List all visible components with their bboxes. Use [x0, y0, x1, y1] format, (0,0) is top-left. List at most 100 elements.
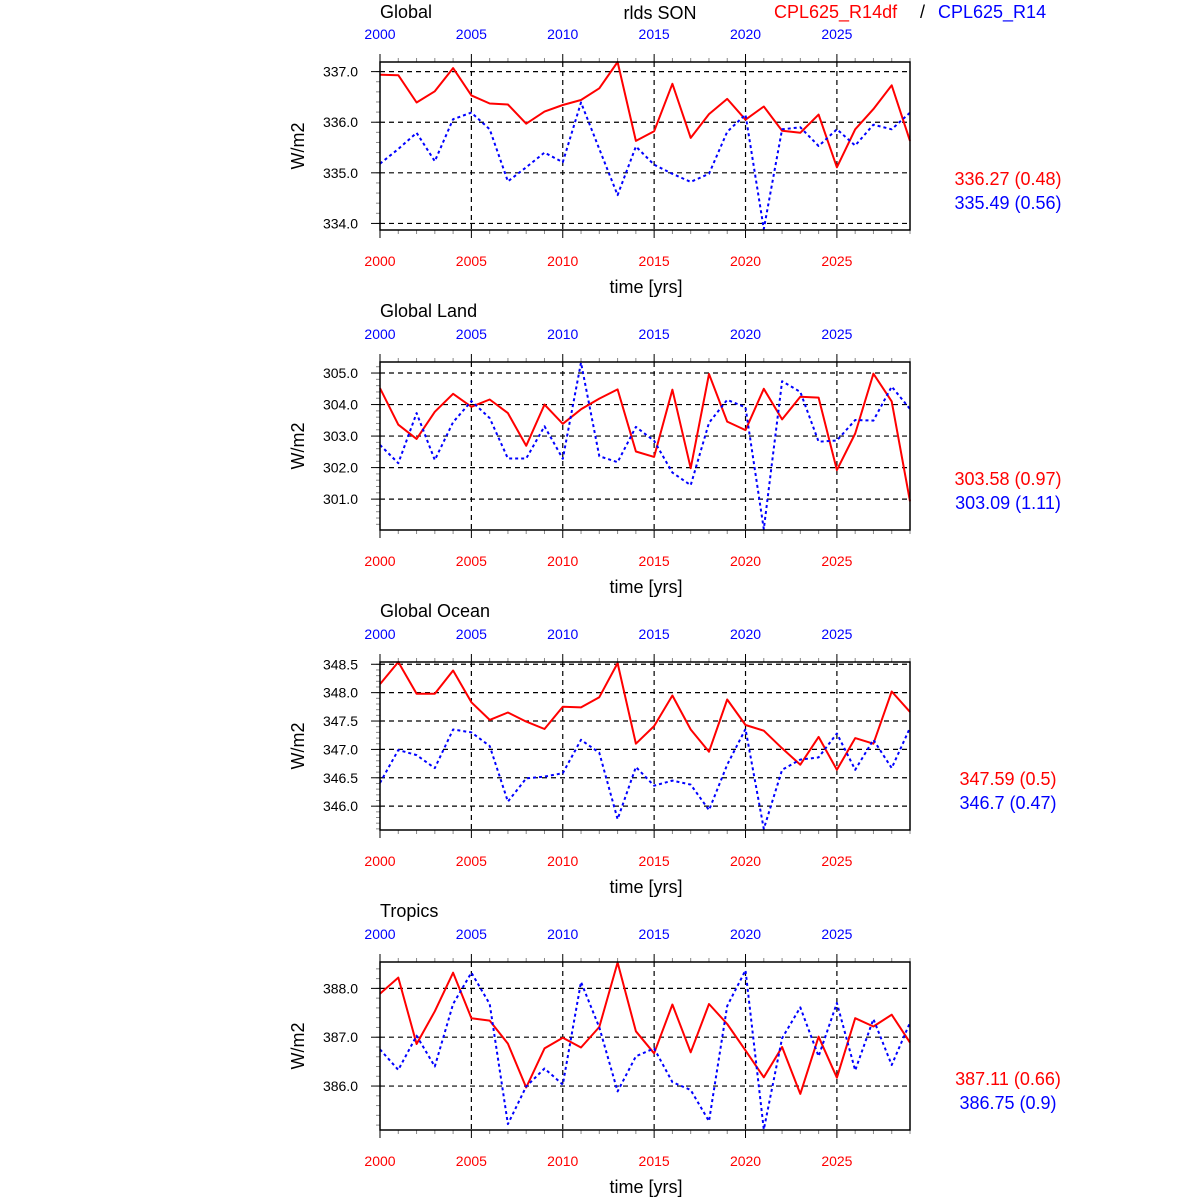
x-tick-label-bottom: 2000 [364, 853, 395, 869]
series-line-a [379, 961, 911, 1095]
series-stat-a: 336.27 (0.48) [954, 169, 1061, 189]
x-tick-label-top: 2000 [364, 626, 395, 642]
plot-frame [379, 61, 911, 231]
y-tick-label: 303.0 [323, 428, 358, 444]
y-tick-label: 334.0 [323, 215, 358, 231]
y-tick-label: 301.0 [323, 491, 358, 507]
plot-frame [379, 661, 911, 831]
panel-title-0: Global [380, 2, 432, 22]
y-tick-label: 346.5 [323, 770, 358, 786]
panel-2: Global Ocean 2000 2000 2005 2005 2010 2010 2015… [288, 601, 1057, 897]
x-tick-label-bottom: 2010 [547, 553, 578, 569]
y-tick-label: 336.0 [323, 114, 358, 130]
y-tick-label: 335.0 [323, 165, 358, 181]
x-tick-label-top: 2025 [821, 326, 852, 342]
x-tick-label-top: 2020 [730, 626, 761, 642]
series-stat-b: 335.49 (0.56) [954, 193, 1061, 213]
legend-series-b: CPL625_R14 [938, 2, 1046, 23]
series-line-a [379, 61, 911, 169]
series-line-b [379, 361, 911, 531]
x-tick-label-top: 2015 [639, 626, 670, 642]
series-stat-b: 386.75 (0.9) [959, 1093, 1056, 1113]
variable-title: rlds SON [623, 3, 696, 23]
x-tick-label-bottom: 2025 [821, 553, 852, 569]
panel-title: Global Land [380, 301, 477, 321]
x-tick-label-bottom: 2020 [730, 253, 761, 269]
x-tick-label-bottom: 2010 [547, 1153, 578, 1169]
y-axis-label: W/m2 [288, 123, 308, 170]
panel-0: 2000 2000 2005 2005 2010 2010 2015 2015 2020 2020… [288, 26, 1062, 297]
x-tick-label-top: 2005 [456, 926, 487, 942]
x-tick-label-top: 2000 [364, 326, 395, 342]
x-tick-label-bottom: 2000 [364, 553, 395, 569]
x-tick-label-top: 2010 [547, 26, 578, 42]
x-tick-label-top: 2010 [547, 926, 578, 942]
x-tick-label-bottom: 2025 [821, 253, 852, 269]
x-tick-label-bottom: 2020 [730, 553, 761, 569]
y-tick-label: 388.0 [323, 980, 358, 996]
y-tick-label: 348.5 [323, 656, 358, 672]
x-tick-label-bottom: 2005 [456, 253, 487, 269]
panel-title: Tropics [380, 901, 438, 921]
x-tick-label-top: 2005 [456, 326, 487, 342]
y-tick-label: 304.0 [323, 397, 358, 413]
y-tick-label: 386.0 [323, 1078, 358, 1094]
x-tick-label-bottom: 2005 [456, 853, 487, 869]
x-tick-label-top: 2020 [730, 26, 761, 42]
x-axis-label: time [yrs] [609, 577, 682, 597]
x-tick-label-bottom: 2005 [456, 1153, 487, 1169]
x-axis-label: time [yrs] [609, 877, 682, 897]
x-axis-label: time [yrs] [609, 277, 682, 297]
y-tick-label: 305.0 [323, 365, 358, 381]
x-tick-label-bottom: 2025 [821, 1153, 852, 1169]
plot-frame [379, 361, 911, 531]
series-stat-a: 303.58 (0.97) [954, 469, 1061, 489]
x-tick-label-top: 2005 [456, 626, 487, 642]
x-tick-label-top: 2020 [730, 326, 761, 342]
x-tick-label-top: 2020 [730, 926, 761, 942]
series-stat-a: 347.59 (0.5) [959, 769, 1056, 789]
series-line-b [379, 101, 911, 230]
panel-3: Tropics 2000 2000 2005 2005 2010 2010 2015 2015 2… [288, 901, 1061, 1197]
x-tick-label-top: 2025 [821, 626, 852, 642]
y-tick-label: 347.5 [323, 713, 358, 729]
y-tick-label: 387.0 [323, 1029, 358, 1045]
x-tick-label-top: 2005 [456, 26, 487, 42]
x-tick-label-bottom: 2000 [364, 253, 395, 269]
x-tick-label-bottom: 2015 [639, 1153, 670, 1169]
legend-separator: / [920, 2, 925, 22]
x-tick-label-bottom: 2015 [639, 853, 670, 869]
panel-title: Global Ocean [380, 601, 490, 621]
series-stat-b: 303.09 (1.11) [955, 493, 1061, 513]
x-tick-label-bottom: 2005 [456, 553, 487, 569]
y-axis-label: W/m2 [288, 723, 308, 770]
x-tick-label-bottom: 2015 [639, 553, 670, 569]
x-tick-label-bottom: 2010 [547, 853, 578, 869]
y-tick-label: 347.0 [323, 741, 358, 757]
plot-frame [379, 961, 911, 1131]
y-tick-label: 337.0 [323, 64, 358, 80]
panel-1: Global Land 2000 2000 2005 2005 2010 2010 2015 2… [288, 301, 1062, 597]
x-tick-label-bottom: 2020 [730, 1153, 761, 1169]
y-axis-label: W/m2 [288, 1023, 308, 1070]
series-stat-a: 387.11 (0.66) [955, 1069, 1061, 1089]
series-line-b [379, 727, 911, 830]
x-tick-label-top: 2000 [364, 926, 395, 942]
x-tick-label-top: 2000 [364, 26, 395, 42]
series-line-b [379, 969, 911, 1131]
x-tick-label-top: 2015 [639, 326, 670, 342]
x-tick-label-top: 2025 [821, 926, 852, 942]
x-tick-label-bottom: 2010 [547, 253, 578, 269]
y-axis-label: W/m2 [288, 423, 308, 470]
x-tick-label-top: 2015 [639, 26, 670, 42]
legend-series-a: CPL625_R14df [774, 2, 898, 23]
series-stat-b: 346.7 (0.47) [959, 793, 1056, 813]
x-tick-label-top: 2010 [547, 326, 578, 342]
x-tick-label-bottom: 2000 [364, 1153, 395, 1169]
x-tick-label-top: 2010 [547, 626, 578, 642]
x-tick-label-bottom: 2020 [730, 853, 761, 869]
y-tick-label: 346.0 [323, 798, 358, 814]
x-tick-label-top: 2015 [639, 926, 670, 942]
x-tick-label-top: 2025 [821, 26, 852, 42]
